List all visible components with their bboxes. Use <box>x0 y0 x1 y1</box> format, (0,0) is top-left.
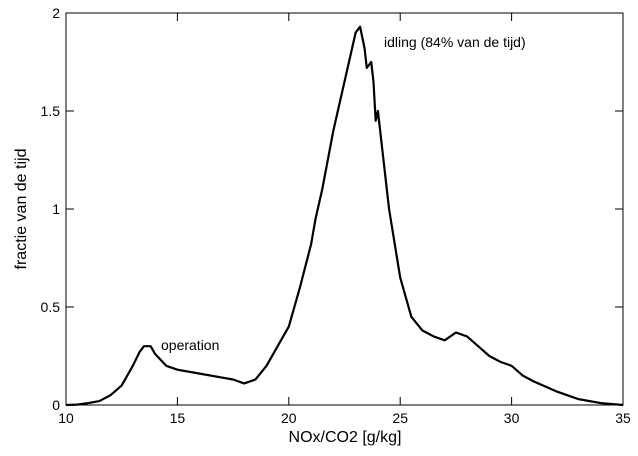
data-line <box>65 25 624 407</box>
annotation: operation <box>161 337 219 353</box>
y-tick-label: 1.5 <box>41 103 61 119</box>
x-tick-label: 35 <box>615 410 631 426</box>
x-tick-label: 25 <box>392 410 408 426</box>
annotation: idling (84% van de tijd) <box>384 34 526 50</box>
y-tick-label: 1 <box>52 201 60 217</box>
x-tick-label: 30 <box>504 410 520 426</box>
y-tick-label: 0.5 <box>41 299 61 315</box>
y-tick-label: 2 <box>52 5 60 21</box>
x-axis-label: NOx/CO2 [g/kg] <box>289 429 402 446</box>
x-tick-label: 20 <box>281 410 297 426</box>
x-tick-label: 10 <box>58 410 74 426</box>
x-tick-label: 15 <box>170 410 186 426</box>
y-axis-label: fractie van de tijd <box>13 149 30 270</box>
y-tick-label: 0 <box>52 397 60 413</box>
